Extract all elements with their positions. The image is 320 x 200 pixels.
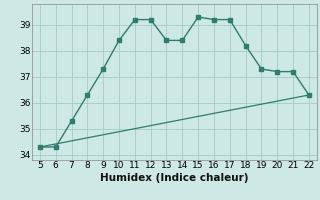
X-axis label: Humidex (Indice chaleur): Humidex (Indice chaleur)	[100, 173, 249, 183]
